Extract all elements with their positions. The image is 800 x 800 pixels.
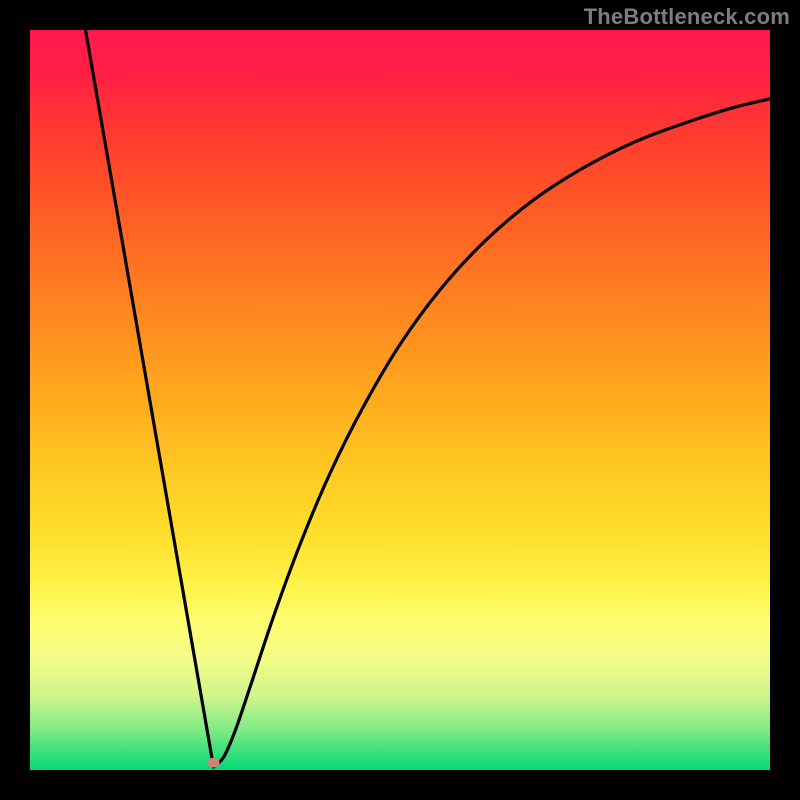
minimum-point-marker [208,758,220,768]
bottleneck-curve-chart [30,30,770,770]
frame-border-left [0,0,30,800]
chart-plot-area [30,30,770,770]
frame-border-right [770,0,800,800]
watermark-text: TheBottleneck.com [584,4,790,30]
chart-background-gradient [30,30,770,770]
frame-border-bottom [0,770,800,800]
frame-border-top [0,0,800,30]
